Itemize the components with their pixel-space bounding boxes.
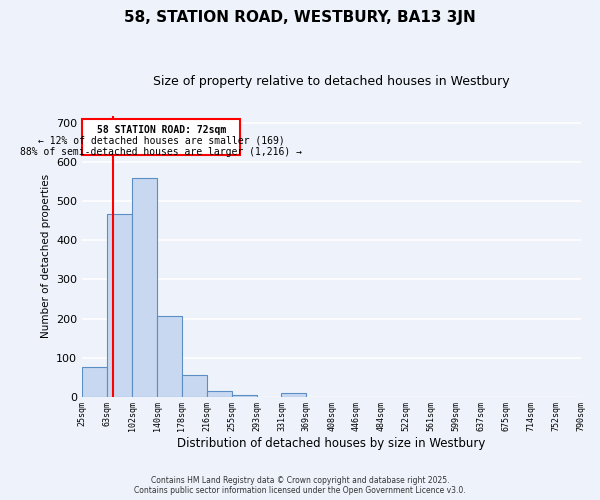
X-axis label: Distribution of detached houses by size in Westbury: Distribution of detached houses by size … [177, 437, 485, 450]
Bar [133, 178, 157, 396]
Text: ← 12% of detached houses are smaller (169): ← 12% of detached houses are smaller (16… [38, 136, 284, 146]
Text: 58 STATION ROAD: 72sqm: 58 STATION ROAD: 72sqm [97, 125, 226, 135]
Text: Contains HM Land Registry data © Crown copyright and database right 2025.
Contai: Contains HM Land Registry data © Crown c… [134, 476, 466, 495]
Bar [182, 375, 206, 396]
Bar [157, 316, 182, 396]
Text: 88% of semi-detached houses are larger (1,216) →: 88% of semi-detached houses are larger (… [20, 147, 302, 157]
Bar [107, 214, 133, 396]
Bar [206, 390, 232, 396]
Bar [281, 394, 306, 396]
Title: Size of property relative to detached houses in Westbury: Size of property relative to detached ho… [153, 75, 509, 88]
Text: 58, STATION ROAD, WESTBURY, BA13 3JN: 58, STATION ROAD, WESTBURY, BA13 3JN [124, 10, 476, 25]
Y-axis label: Number of detached properties: Number of detached properties [41, 174, 50, 338]
Bar [82, 368, 107, 396]
FancyBboxPatch shape [82, 120, 241, 156]
